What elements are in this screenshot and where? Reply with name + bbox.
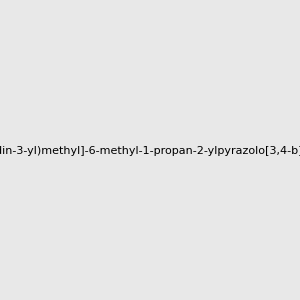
Text: N-[(6-imidazol-1-ylpyridin-3-yl)methyl]-6-methyl-1-propan-2-ylpyrazolo[3,4-b]pyr: N-[(6-imidazol-1-ylpyridin-3-yl)methyl]-…	[0, 146, 300, 157]
